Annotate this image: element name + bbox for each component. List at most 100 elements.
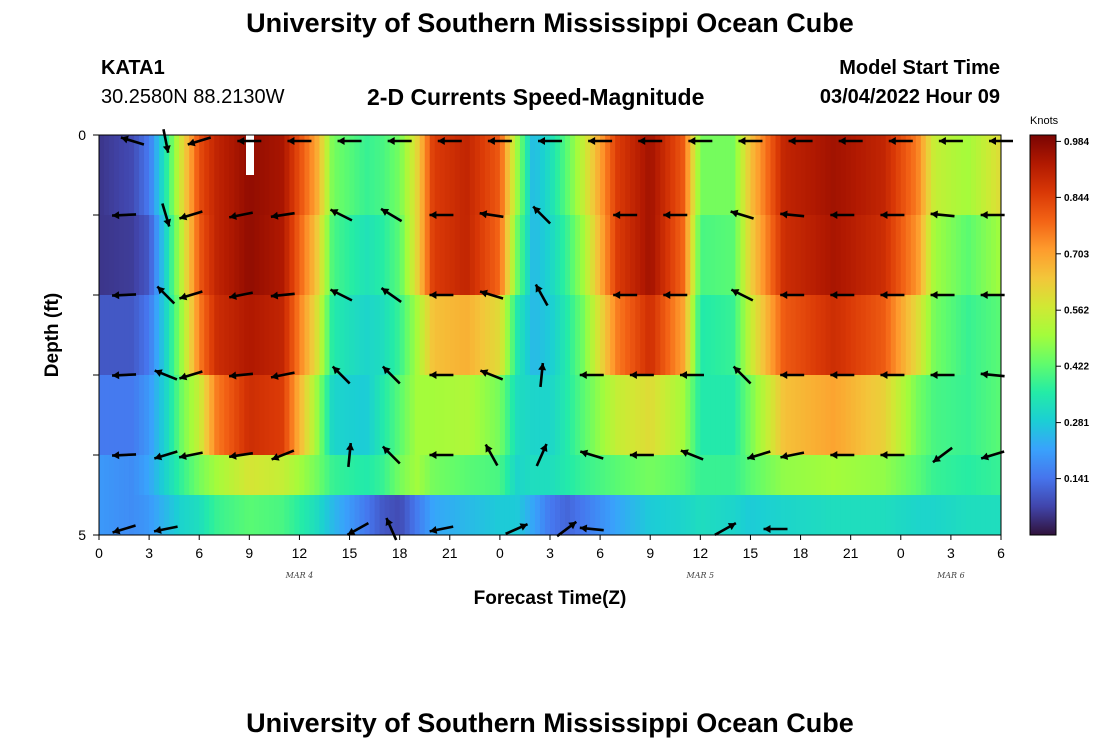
- current-vector: [187, 136, 212, 147]
- heatmap-cell: [965, 135, 972, 216]
- heatmap-cell: [740, 295, 747, 376]
- heatmap-cell: [109, 495, 115, 535]
- current-vector: [429, 291, 454, 299]
- heatmap-cell: [364, 135, 371, 216]
- heatmap-cell: [299, 215, 306, 296]
- heatmap-cell: [394, 215, 401, 296]
- heatmap-cell: [990, 375, 997, 456]
- heatmap-cell: [409, 295, 416, 376]
- heatmap-cell: [264, 215, 270, 296]
- heatmap-cell: [229, 495, 235, 535]
- vector-head: [938, 137, 946, 145]
- heatmap-cell: [560, 215, 566, 296]
- heatmap-cell: [299, 495, 306, 535]
- vector-head: [112, 371, 120, 380]
- heatmap-cell: [640, 375, 646, 456]
- heatmap-cell: [845, 295, 852, 376]
- heatmap-cell: [239, 295, 245, 376]
- heatmap-cell: [324, 455, 331, 496]
- heatmap-cell: [129, 455, 135, 496]
- heatmap-cell: [354, 455, 361, 496]
- heatmap-cell: [274, 135, 280, 216]
- heatmap-cell: [705, 215, 711, 296]
- current-vector: [156, 285, 176, 305]
- heatmap-cell: [890, 375, 897, 456]
- heatmap-cell: [374, 135, 381, 216]
- heatmap-cell: [825, 295, 832, 376]
- vector-head: [629, 371, 637, 379]
- vector-head: [381, 208, 390, 216]
- heatmap-cell: [229, 135, 235, 216]
- heatmap-cell: [875, 495, 882, 535]
- heatmap-cell: [915, 495, 922, 535]
- heatmap-cell: [224, 135, 230, 216]
- heatmap-cell: [570, 375, 576, 456]
- vector-head: [613, 211, 621, 219]
- heatmap-cell: [560, 455, 566, 496]
- vector-head: [989, 137, 996, 145]
- heatmap-cell: [104, 495, 110, 535]
- vector-head: [981, 452, 990, 461]
- current-vector: [479, 210, 504, 219]
- heatmap-cell: [499, 495, 506, 535]
- heatmap-cell: [159, 455, 165, 496]
- heatmap-cell: [499, 455, 506, 496]
- heatmap-cell: [109, 135, 115, 216]
- heatmap-cell: [975, 215, 982, 296]
- vector-head: [733, 366, 742, 375]
- heatmap-cell: [374, 215, 381, 296]
- heatmap-cell: [610, 215, 616, 296]
- heatmap-cell: [925, 495, 932, 535]
- heatmap-cell: [820, 375, 827, 456]
- heatmap-cell: [424, 375, 431, 456]
- heatmap-cell: [700, 495, 706, 535]
- heatmap-cell: [905, 295, 912, 376]
- heatmap-cell: [650, 495, 656, 535]
- heatmap-cell: [845, 215, 852, 296]
- heatmap-cell: [224, 495, 230, 535]
- heatmap-cell: [404, 295, 411, 376]
- heatmap-cell: [920, 375, 927, 456]
- heatmap-cell: [565, 455, 571, 496]
- vector-head: [763, 525, 771, 533]
- heatmap-cell: [214, 135, 220, 216]
- vector-head: [112, 291, 120, 300]
- heatmap-cell: [945, 375, 952, 456]
- heatmap-cell: [805, 495, 812, 535]
- heatmap-cell: [585, 215, 591, 296]
- heatmap-cell: [840, 455, 847, 496]
- heatmap-cell: [164, 215, 170, 296]
- heatmap-cell: [119, 455, 125, 496]
- heatmap-cell: [214, 215, 220, 296]
- heatmap-cell: [910, 495, 917, 535]
- heatmap-cell: [199, 375, 205, 456]
- model-start-label: Model Start Time: [839, 57, 1000, 79]
- vector-head: [480, 369, 489, 377]
- heatmap-cell: [890, 295, 897, 376]
- heatmap-cell: [815, 375, 822, 456]
- heatmap-cell: [329, 135, 336, 216]
- heatmap-cell: [309, 295, 316, 376]
- heatmap-cell: [164, 295, 170, 376]
- heatmap-cell: [514, 295, 521, 376]
- heatmap-cell: [865, 135, 872, 216]
- heatmap-cell: [745, 375, 752, 456]
- heatmap-cell: [369, 495, 376, 535]
- heatmap-cell: [795, 295, 802, 376]
- current-vector: [380, 207, 403, 223]
- heatmap-cell: [329, 375, 336, 456]
- x-date-label: MAR 5: [686, 571, 715, 580]
- vector-head: [120, 135, 129, 144]
- current-vector: [938, 137, 963, 145]
- heatmap-cell: [970, 215, 977, 296]
- heatmap-cell: [740, 375, 747, 456]
- heatmap-cell: [259, 495, 265, 535]
- x-date-label: MAR 6: [936, 571, 965, 580]
- heatmap-cell: [925, 215, 932, 296]
- vector-head: [179, 212, 188, 221]
- colorbar-tick-label: 0.984: [1064, 137, 1089, 148]
- heatmap-cell: [464, 215, 471, 296]
- station-coordinates: 30.2580N 88.2130W: [101, 86, 285, 108]
- current-vector: [732, 365, 752, 385]
- heatmap-cell: [299, 455, 306, 496]
